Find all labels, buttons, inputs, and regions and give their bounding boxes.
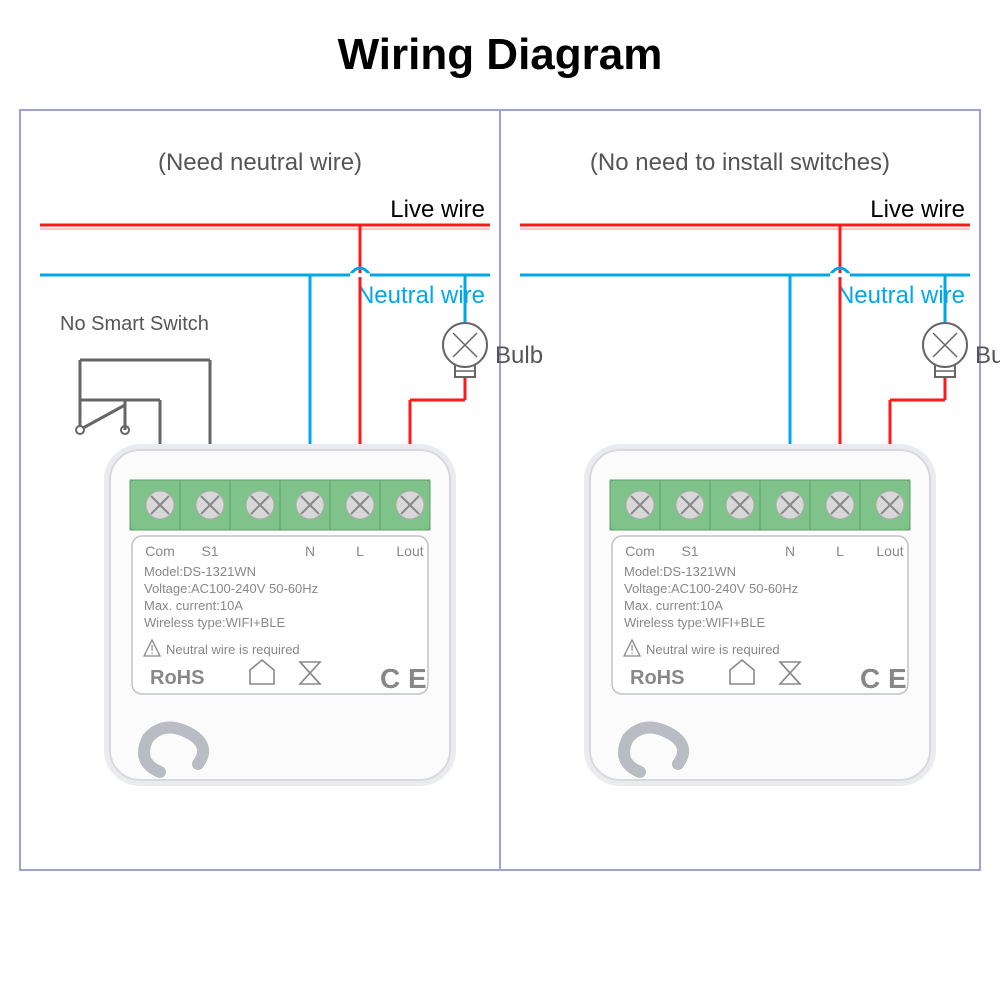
svg-text:Wireless type:WIFI+BLE: Wireless type:WIFI+BLE: [624, 615, 766, 630]
svg-text:Com: Com: [145, 543, 175, 559]
svg-text:N: N: [305, 543, 315, 559]
svg-text:Model:DS-1321WN: Model:DS-1321WN: [624, 564, 736, 579]
svg-text:Neutral wire is required: Neutral wire is required: [166, 642, 300, 657]
svg-text:C: C: [380, 663, 400, 694]
svg-text:No Smart Switch: No Smart Switch: [60, 313, 209, 335]
diagram-canvas: (Need neutral wire) Live wire Neutral wire…: [0, 0, 1000, 1000]
svg-text:Lout: Lout: [876, 543, 903, 559]
device: Com S1 N L Lout Model:DS-1321WN Voltage:AC100-…: [104, 444, 456, 786]
svg-text:!: !: [630, 642, 634, 657]
svg-text:Com: Com: [625, 543, 655, 559]
svg-text:Max. current:10A: Max. current:10A: [144, 598, 243, 613]
svg-text:!: !: [150, 642, 154, 657]
left-panel: (Need neutral wire)Live wireNeutral wire…: [40, 149, 543, 480]
svg-text:S1: S1: [201, 543, 218, 559]
svg-text:Voltage:AC100-240V 50-60Hz: Voltage:AC100-240V 50-60Hz: [144, 581, 318, 596]
svg-text:Bulb: Bulb: [495, 342, 543, 369]
svg-text:Neutral wire is required: Neutral wire is required: [646, 642, 780, 657]
svg-text:L: L: [356, 543, 364, 559]
svg-text:L: L: [836, 543, 844, 559]
svg-text:Wireless type:WIFI+BLE: Wireless type:WIFI+BLE: [144, 615, 286, 630]
svg-text:N: N: [785, 543, 795, 559]
svg-text:C: C: [860, 663, 880, 694]
right-panel: (No need to install switches)Live wireNe…: [520, 149, 1000, 480]
svg-text:Voltage:AC100-240V 50-60Hz: Voltage:AC100-240V 50-60Hz: [624, 581, 798, 596]
svg-text:Live wire: Live wire: [390, 196, 485, 223]
svg-text:Bulb: Bulb: [975, 342, 1000, 369]
device: Com S1 N L Lout Model:DS-1321WN Voltage:AC100-…: [584, 444, 936, 786]
svg-text:(Need neutral wire): (Need neutral wire): [158, 149, 362, 176]
svg-text:Model:DS-1321WN: Model:DS-1321WN: [144, 564, 256, 579]
svg-text:E: E: [888, 663, 907, 694]
svg-text:E: E: [408, 663, 427, 694]
svg-text:RoHS: RoHS: [150, 667, 204, 689]
svg-text:(No need to install switches): (No need to install switches): [590, 149, 890, 176]
svg-text:RoHS: RoHS: [630, 667, 684, 689]
svg-text:S1: S1: [681, 543, 698, 559]
svg-text:Live wire: Live wire: [870, 196, 965, 223]
svg-text:Lout: Lout: [396, 543, 423, 559]
svg-text:Max. current:10A: Max. current:10A: [624, 598, 723, 613]
